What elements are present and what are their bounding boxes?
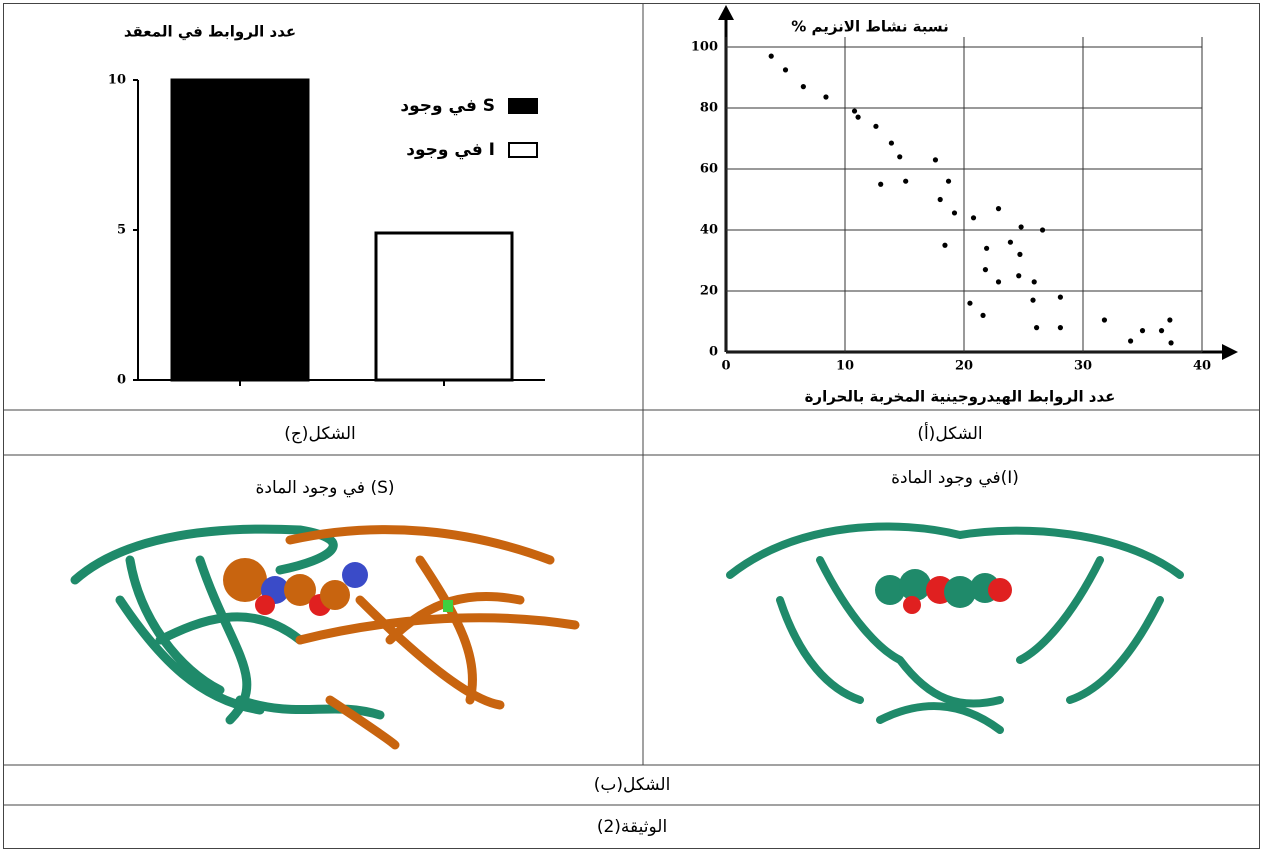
- point: [1057, 325, 1063, 331]
- y-tick-label: 60: [700, 162, 718, 177]
- table-border: [3, 3, 1260, 849]
- axis-arrow: [718, 5, 734, 20]
- point: [945, 178, 952, 184]
- point: [932, 157, 939, 163]
- x-tick-label: 0: [721, 359, 730, 374]
- protein-image-s: [70, 524, 580, 750]
- bar: [374, 231, 514, 382]
- point: [1033, 325, 1040, 331]
- bar: [170, 78, 310, 382]
- point: [970, 215, 977, 221]
- point: [1016, 273, 1022, 279]
- point: [897, 154, 903, 160]
- point: [800, 84, 806, 90]
- point: [878, 181, 884, 187]
- point: [1167, 317, 1173, 323]
- y-tick-label: 10: [108, 73, 126, 88]
- point: [942, 242, 948, 248]
- caption: الوثيقة(2): [597, 817, 667, 837]
- point: [1101, 317, 1108, 323]
- point: [980, 312, 986, 318]
- point: [951, 210, 958, 216]
- caption: الشكل(ج): [284, 424, 356, 444]
- x-tick-label: 30: [1074, 359, 1092, 374]
- point: [1017, 251, 1023, 257]
- x-tick-label: 40: [1193, 359, 1211, 374]
- point: [1031, 279, 1037, 285]
- axis-arrow: [1222, 344, 1238, 360]
- point: [903, 178, 909, 184]
- point: [995, 206, 1002, 212]
- point: [1018, 224, 1024, 230]
- x-axis-label: عدد الروابط الهيدروجينية المخربة بالحرار…: [805, 388, 1116, 406]
- y-tick-label: 5: [117, 223, 126, 238]
- chart-title: عدد الروابط في المعقد: [124, 23, 296, 41]
- y-tick-label: 40: [700, 223, 718, 238]
- protein-image-i: [726, 522, 1184, 734]
- point: [1057, 294, 1063, 300]
- y-tick-label: 0: [117, 373, 126, 388]
- legend-swatch: [508, 98, 538, 114]
- point: [888, 140, 895, 146]
- caption: الشكل(ب): [594, 775, 671, 795]
- point: [995, 279, 1002, 285]
- point: [823, 94, 829, 100]
- y-tick-label: 20: [700, 284, 718, 299]
- point: [1007, 239, 1014, 245]
- point: [851, 108, 858, 114]
- caption: في وجود المادة(I): [891, 468, 1019, 488]
- point: [782, 67, 789, 73]
- legend-label: في وجود S: [400, 96, 495, 116]
- y-tick-label: 100: [691, 40, 718, 55]
- point: [967, 300, 973, 306]
- caption: في وجود المادة (S): [255, 478, 394, 498]
- y-tick-label: 0: [709, 345, 718, 360]
- point: [984, 245, 990, 251]
- point: [1030, 297, 1036, 303]
- point: [1168, 340, 1174, 346]
- table-frame: [3, 3, 1260, 849]
- point: [1139, 328, 1146, 334]
- caption: الشكل(أ): [917, 422, 982, 444]
- point: [1128, 338, 1134, 344]
- legend-swatch: [508, 142, 538, 158]
- x-tick-label: 10: [836, 359, 854, 374]
- y-axis-label: % نسبة نشاط الانزيم: [791, 18, 949, 36]
- point: [768, 53, 774, 59]
- point: [982, 267, 989, 273]
- point: [937, 196, 943, 203]
- point: [1039, 227, 1046, 233]
- x-tick-label: 20: [955, 359, 973, 374]
- legend-label: في وجود I: [406, 140, 495, 160]
- point: [873, 123, 879, 129]
- point: [1158, 328, 1165, 334]
- point: [855, 114, 861, 120]
- y-tick-label: 80: [700, 101, 718, 116]
